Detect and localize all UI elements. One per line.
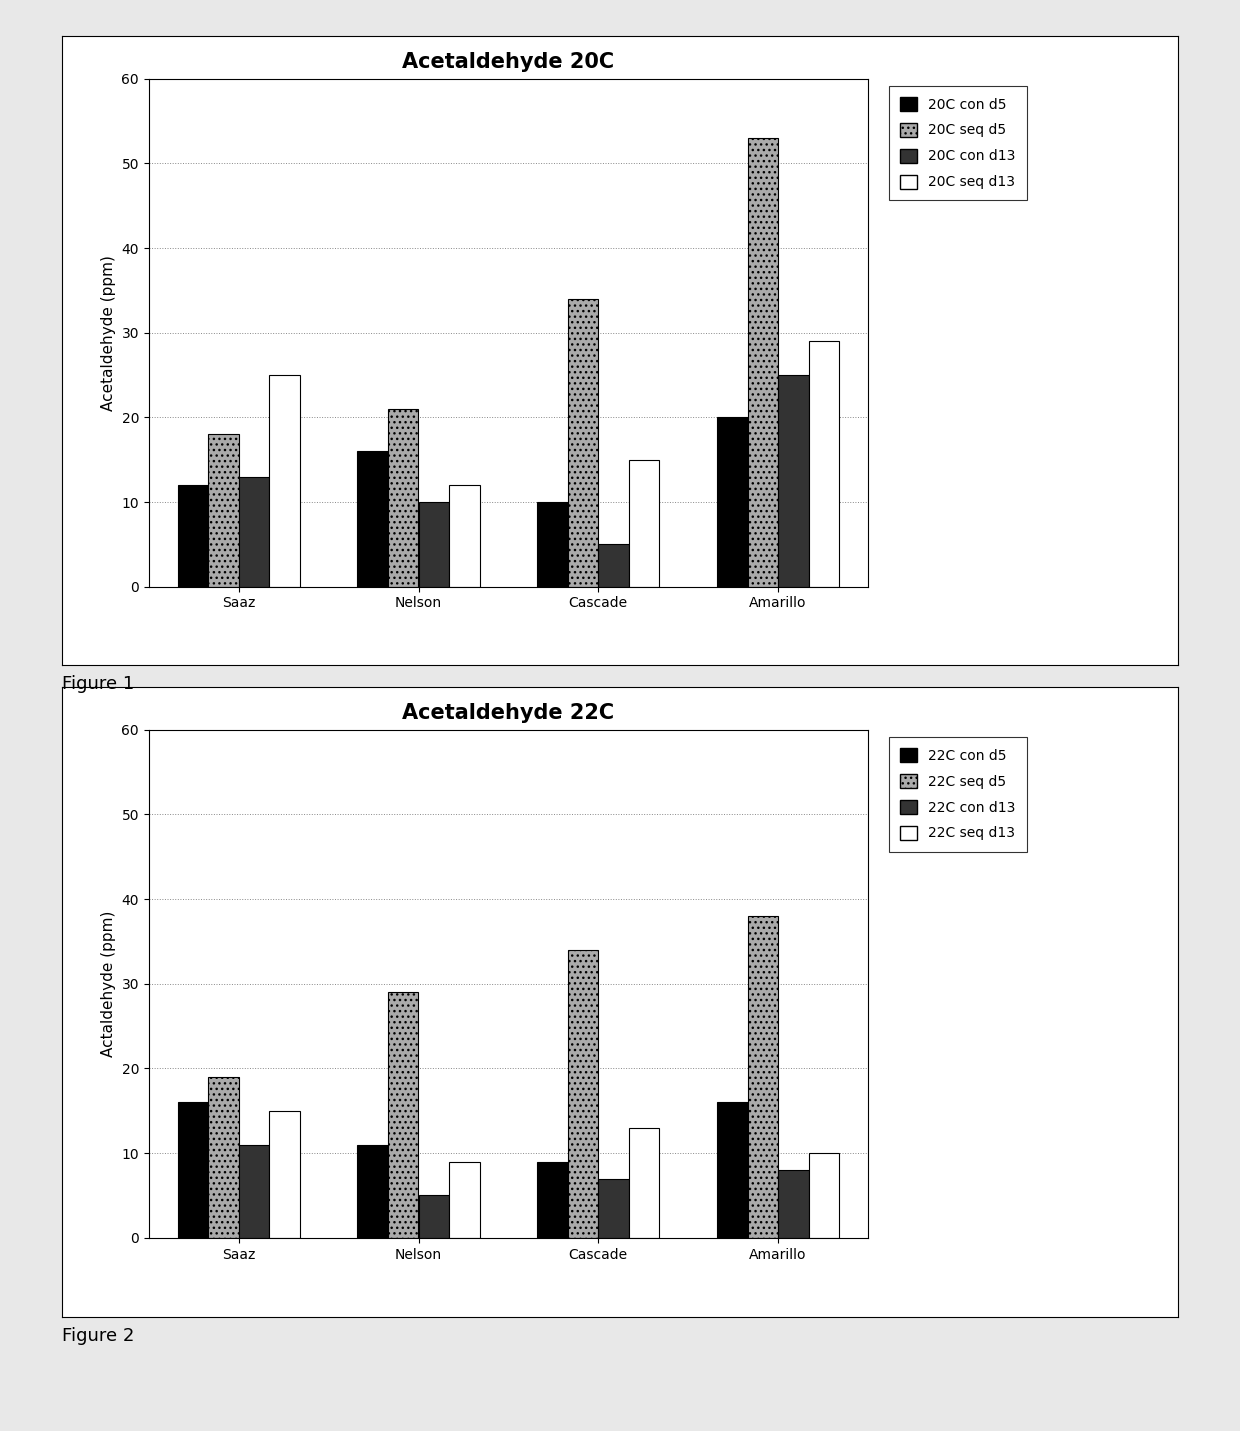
- Bar: [449, 1162, 480, 1238]
- Bar: [629, 1128, 660, 1238]
- Bar: [449, 485, 480, 587]
- Bar: [357, 1145, 388, 1238]
- Bar: [808, 1153, 839, 1238]
- Title: Acetaldehyde 20C: Acetaldehyde 20C: [402, 52, 615, 72]
- Text: Figure 1: Figure 1: [62, 675, 134, 694]
- Bar: [717, 418, 748, 587]
- Bar: [208, 1078, 238, 1238]
- Title: Acetaldehyde 22C: Acetaldehyde 22C: [402, 703, 615, 723]
- Bar: [808, 341, 839, 587]
- Y-axis label: Actaldehyde (ppm): Actaldehyde (ppm): [100, 910, 115, 1058]
- Bar: [568, 299, 599, 587]
- Y-axis label: Acetaldehyde (ppm): Acetaldehyde (ppm): [100, 255, 115, 411]
- Bar: [208, 435, 238, 587]
- Bar: [419, 502, 449, 587]
- Bar: [629, 459, 660, 587]
- Bar: [598, 1179, 629, 1238]
- Bar: [537, 1162, 568, 1238]
- Legend: 20C con d5, 20C seq d5, 20C con d13, 20C seq d13: 20C con d5, 20C seq d5, 20C con d13, 20C…: [889, 86, 1027, 200]
- Legend: 22C con d5, 22C seq d5, 22C con d13, 22C seq d13: 22C con d5, 22C seq d5, 22C con d13, 22C…: [889, 737, 1027, 851]
- Bar: [568, 950, 599, 1238]
- Bar: [238, 477, 269, 587]
- Bar: [177, 1102, 208, 1238]
- Bar: [269, 375, 300, 587]
- Bar: [419, 1195, 449, 1238]
- Bar: [537, 502, 568, 587]
- Bar: [357, 451, 388, 587]
- Bar: [388, 409, 418, 587]
- Bar: [717, 1102, 748, 1238]
- Bar: [269, 1110, 300, 1238]
- Bar: [779, 375, 808, 587]
- Text: Figure 2: Figure 2: [62, 1327, 134, 1345]
- Bar: [238, 1145, 269, 1238]
- Bar: [177, 485, 208, 587]
- Bar: [779, 1171, 808, 1238]
- Bar: [388, 992, 418, 1238]
- Bar: [748, 916, 779, 1238]
- Bar: [598, 544, 629, 587]
- Bar: [748, 137, 779, 587]
